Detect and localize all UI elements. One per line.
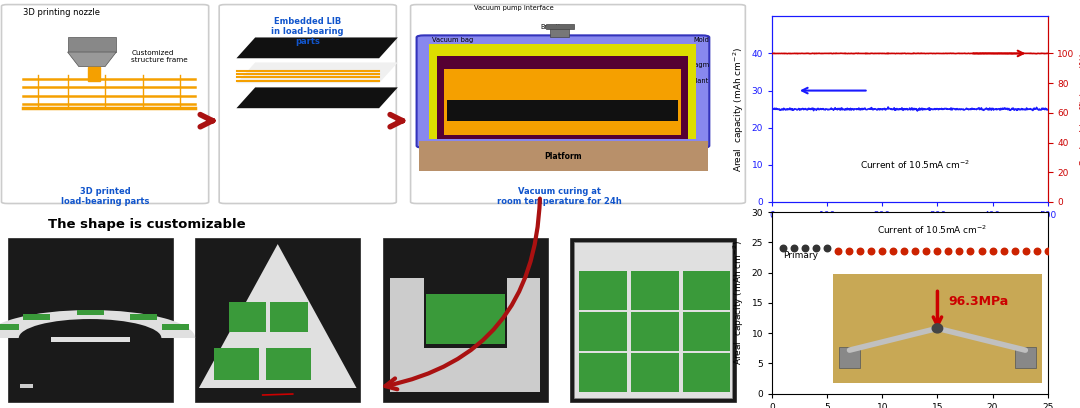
Text: Diaphragm: Diaphragm [672,62,710,68]
Point [929,248,946,255]
Point [1017,248,1035,255]
Bar [545,24,575,29]
Bar [683,271,730,310]
Text: Embedded LIB
in load-bearing
parts: Embedded LIB in load-bearing parts [271,17,345,47]
Point [895,248,913,255]
Bar [19,384,33,388]
Bar [444,69,680,135]
Point [808,245,825,252]
Point [950,248,968,255]
Text: Primary: Primary [783,251,819,259]
Y-axis label: Areal  capacity (mAh cm$^{-2}$): Areal capacity (mAh cm$^{-2}$) [732,47,746,172]
Point [940,248,957,255]
Y-axis label: Areal  capacity (mAh cm$^{-2}$): Areal capacity (mAh cm$^{-2}$) [732,240,746,366]
Bar [570,238,735,402]
Point [984,248,1001,255]
FancyBboxPatch shape [410,4,745,204]
Point [995,248,1012,255]
Polygon shape [68,52,117,67]
Bar [580,353,627,392]
Point [774,245,792,252]
Text: Platform: Platform [544,152,582,161]
Text: Breather: Breather [540,24,569,30]
Text: Current of 10.5mA cm$^{-2}$: Current of 10.5mA cm$^{-2}$ [877,224,987,236]
Bar [436,56,688,140]
Point [852,248,869,255]
Point [973,248,990,255]
Bar [195,238,361,402]
Point [840,248,858,255]
Bar [23,314,50,320]
Text: Mold: Mold [693,37,710,42]
Wedge shape [0,310,195,338]
Polygon shape [237,62,397,83]
Point [1005,248,1023,255]
Bar [267,348,311,380]
Bar [8,238,173,402]
Polygon shape [237,87,397,108]
Bar [631,353,678,392]
Text: Vacuum curing at
room temperature for 24h: Vacuum curing at room temperature for 24… [497,186,622,206]
Bar [575,242,732,398]
Point [797,245,814,252]
Bar [51,337,130,342]
Point [885,248,902,255]
Text: Vacuum bag: Vacuum bag [432,37,473,42]
Text: Vacuum pump interface: Vacuum pump interface [474,5,554,11]
Bar [419,142,707,171]
FancyBboxPatch shape [219,4,396,204]
Bar [0,324,18,330]
Bar [131,314,158,320]
Point [1039,248,1056,255]
FancyBboxPatch shape [417,35,710,148]
Point [918,248,935,255]
Text: Customized
structure frame: Customized structure frame [132,50,188,63]
Bar [550,25,569,38]
Point [962,248,980,255]
Polygon shape [199,244,356,388]
Text: 3D printing nozzle: 3D printing nozzle [23,8,99,17]
Text: Current of 10.5mA cm$^{-2}$: Current of 10.5mA cm$^{-2}$ [861,158,971,171]
Bar [580,271,627,310]
Bar [382,238,548,402]
Point [863,248,880,255]
Point [874,248,891,255]
Point [785,245,802,252]
Text: The shape is customizable: The shape is customizable [48,218,245,231]
Point [907,248,924,255]
X-axis label: Cycle number: Cycle number [878,226,942,235]
Bar [430,44,696,140]
Polygon shape [237,38,397,58]
Bar [683,312,730,351]
Polygon shape [87,67,99,81]
Bar [426,294,505,344]
Point [829,248,847,255]
Polygon shape [390,278,540,392]
Bar [631,271,678,310]
Bar [77,310,104,315]
Bar [270,302,308,332]
Bar [447,100,678,121]
Bar [631,312,678,351]
Bar [214,348,259,380]
Text: 3D printed
load-bearing parts: 3D printed load-bearing parts [60,186,149,206]
Bar [229,302,267,332]
Bar [580,312,627,351]
Point [819,245,836,252]
Point [1028,248,1045,255]
FancyBboxPatch shape [1,4,208,204]
Polygon shape [68,38,117,52]
Text: Sealant: Sealant [684,78,710,84]
Bar [162,324,189,330]
Bar [683,353,730,392]
